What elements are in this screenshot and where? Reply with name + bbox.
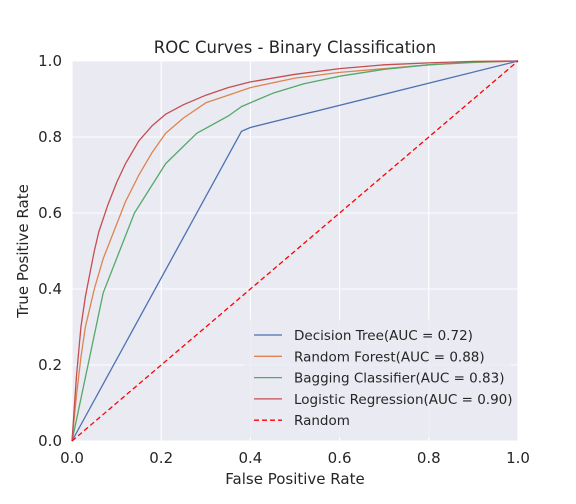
tick-labels: 0.0 0.2 0.4 0.6 0.8 1.0 0.0 0.2 0.4 0.6 0.8 1.0 [38, 52, 530, 467]
y-tick-label-0: 0.0 [38, 432, 62, 450]
x-tick-label-5: 1.0 [506, 449, 530, 467]
roc-curve-2 [71, 60, 519, 442]
legend-label-0: Decision Tree(AUC = 0.72) [294, 328, 473, 344]
roc-curve-0 [71, 60, 519, 442]
grid-lines [71, 60, 519, 442]
legend: Decision Tree(AUC = 0.72) Random Forest(A… [243, 319, 513, 437]
legend-box [243, 319, 511, 437]
y-tick-label-5: 1.0 [38, 52, 62, 70]
chart-title: ROC Curves - Binary Classification [154, 38, 436, 57]
roc-curve-3 [71, 60, 519, 442]
x-axis-label: False Positive Rate [225, 470, 364, 488]
roc-curves [71, 60, 519, 442]
x-tick-label-3: 0.6 [328, 449, 352, 467]
x-tick-label-4: 0.8 [417, 449, 441, 467]
x-tick-label-2: 0.4 [238, 449, 262, 467]
legend-label-1: Random Forest(AUC = 0.88) [294, 349, 485, 365]
y-tick-label-4: 0.8 [38, 128, 62, 146]
legend-label-4: Random [294, 413, 350, 429]
y-tick-label-2: 0.4 [38, 280, 62, 298]
x-tick-label-0: 0.0 [60, 449, 84, 467]
y-tick-label-1: 0.2 [38, 356, 62, 374]
y-axis-label: True Positive Rate [14, 184, 32, 319]
y-tick-label-3: 0.6 [38, 204, 62, 222]
x-tick-label-1: 0.2 [149, 449, 173, 467]
roc-curve-4 [71, 60, 519, 442]
legend-label-2: Bagging Classifier(AUC = 0.83) [294, 371, 505, 387]
legend-label-3: Logistic Regression(AUC = 0.90) [294, 392, 513, 408]
roc-curve-1 [71, 60, 519, 442]
